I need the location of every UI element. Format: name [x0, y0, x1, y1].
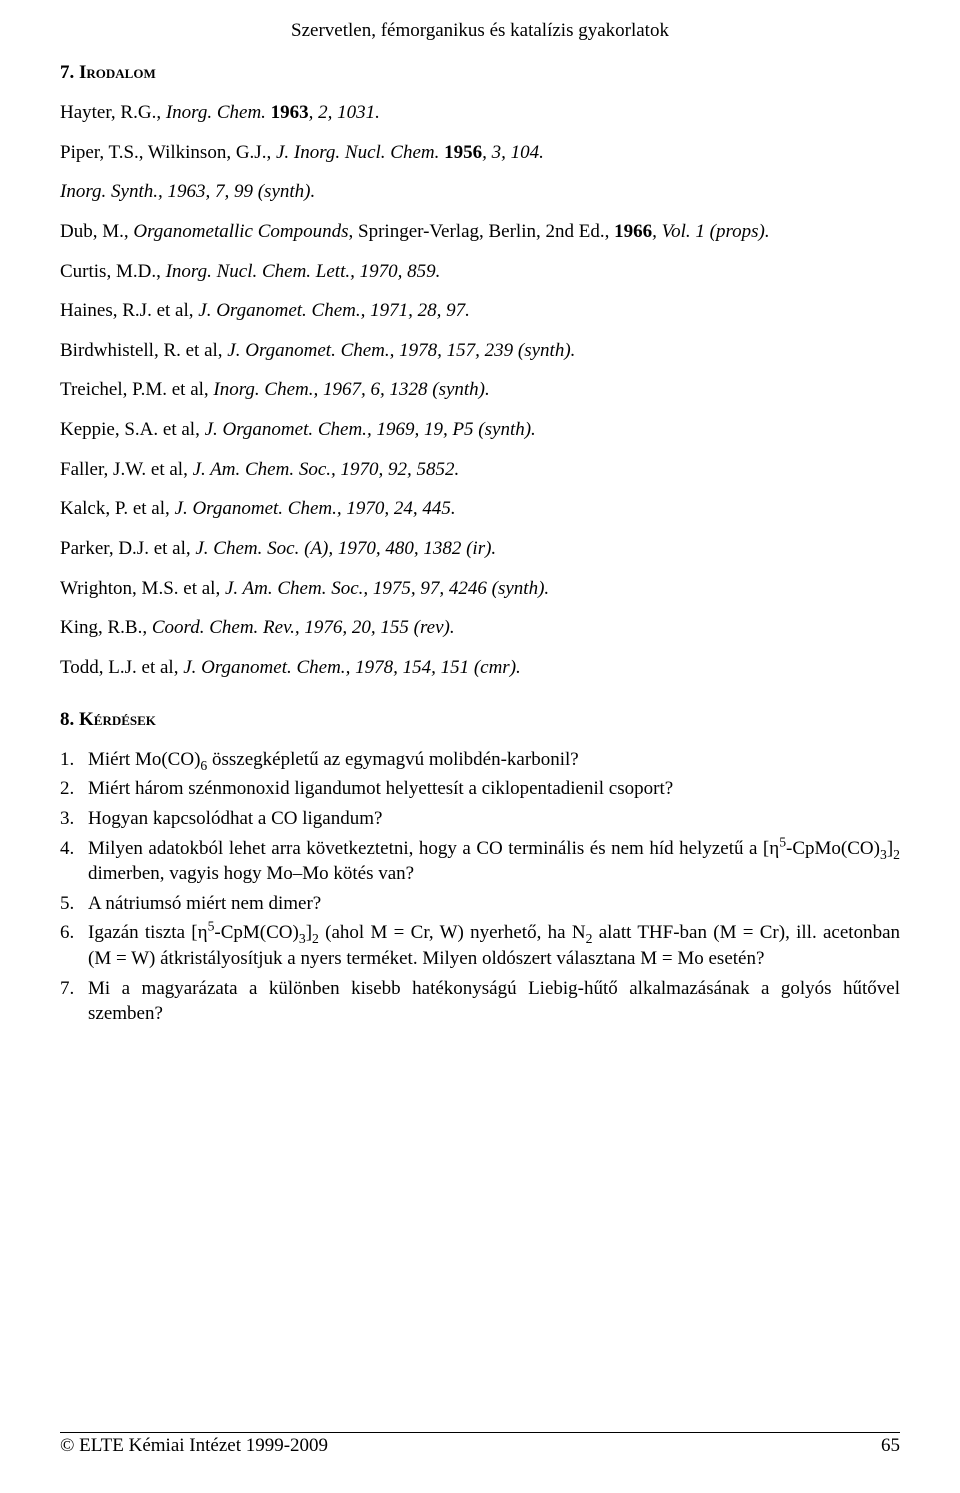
question-text: Hogyan kapcsolódhat a CO ligandum? [88, 806, 900, 832]
reference-entry: Faller, J.W. et al, J. Am. Chem. Soc., 1… [60, 457, 900, 483]
footer-copyright: © ELTE Kémiai Intézet 1999-2009 [60, 1435, 328, 1457]
ref-author: Haines, R.J. et al, [60, 300, 198, 321]
reference-entry: Inorg. Synth., 1963, 7, 99 (synth). [60, 179, 900, 205]
ref-author: Keppie, S.A. et al, [60, 419, 205, 440]
question-number: 2. [60, 776, 88, 802]
ref-rest: , Vol. 1 (props). [652, 221, 770, 242]
ref-author: Piper, T.S., Wilkinson, G.J., [60, 142, 276, 163]
ref-author: Birdwhistell, R. et al, [60, 340, 227, 361]
ref-post: , 1978, 157, 239 (synth). [390, 340, 576, 361]
reference-entry: Todd, L.J. et al, J. Organomet. Chem., 1… [60, 655, 900, 681]
reference-entry: Dub, M., Organometallic Compounds, Sprin… [60, 219, 900, 245]
ref-author: Parker, D.J. et al, [60, 538, 195, 559]
ref-author: Curtis, M.D., [60, 261, 166, 282]
section-num: 8. [60, 709, 74, 730]
ref-post: , 1976, 20, 155 (rev). [295, 617, 455, 638]
section-title-irodalom: 7. Irodalom [60, 62, 900, 84]
reference-entry: Treichel, P.M. et al, Inorg. Chem., 1967… [60, 377, 900, 403]
ref-author: King, R.B., [60, 617, 152, 638]
question-text: Milyen adatokból lehet arra következtetn… [88, 836, 900, 887]
ref-journal: J. Inorg. Nucl. Chem. [276, 142, 439, 163]
ref-post: , 1970, 24, 445. [337, 498, 456, 519]
question-number: 6. [60, 920, 88, 971]
section-label: Kérdések [79, 709, 156, 730]
ref-journal: J. Organomet. Chem. [205, 419, 367, 440]
question-number: 7. [60, 976, 88, 1027]
ref-post: , 1969, 19, P5 (synth). [367, 419, 536, 440]
page: Szervetlen, fémorganikus és katalízis gy… [0, 0, 960, 1027]
ref-author: Dub, M., [60, 221, 133, 242]
question-item: 4.Milyen adatokból lehet arra következte… [60, 836, 900, 887]
question-text: Mi a magyarázata a különben kisebb haték… [88, 976, 900, 1027]
ref-post: , 1971, 28, 97. [361, 300, 470, 321]
ref-journal: J. Organomet. Chem. [198, 300, 360, 321]
reference-entry: King, R.B., Coord. Chem. Rev., 1976, 20,… [60, 615, 900, 641]
ref-rest: , 2, 1031. [309, 102, 380, 123]
question-item: 3.Hogyan kapcsolódhat a CO ligandum? [60, 806, 900, 832]
ref-post: , 1978, 154, 151 (cmr). [346, 657, 521, 678]
reference-entry: Keppie, S.A. et al, J. Organomet. Chem.,… [60, 417, 900, 443]
questions-list: 1.Miért Mo(CO)6 összegképletű az egymagv… [60, 747, 900, 1027]
reference-entry: Haines, R.J. et al, J. Organomet. Chem.,… [60, 298, 900, 324]
question-number: 1. [60, 747, 88, 773]
ref-author: Wrighton, M.S. et al, [60, 578, 225, 599]
ref-author: Kalck, P. et al, [60, 498, 175, 519]
ref-journal: Inorg. Nucl. Chem. Lett. [166, 261, 351, 282]
reference-entry: Wrighton, M.S. et al, J. Am. Chem. Soc.,… [60, 576, 900, 602]
question-number: 4. [60, 836, 88, 887]
reference-entry: Piper, T.S., Wilkinson, G.J., J. Inorg. … [60, 140, 900, 166]
question-text: Igazán tiszta [η5-CpM(CO)3]2 (ahol M = C… [88, 920, 900, 971]
ref-journal: J. Am. Chem. Soc. [193, 459, 331, 480]
page-header: Szervetlen, fémorganikus és katalízis gy… [60, 20, 900, 42]
ref-journal: J. Organomet. Chem. [227, 340, 389, 361]
question-item: 2.Miért három szénmonoxid ligandumot hel… [60, 776, 900, 802]
ref-journal: Inorg. Chem. [166, 102, 266, 123]
ref-year: 1963 [271, 102, 309, 123]
reference-entry: Kalck, P. et al, J. Organomet. Chem., 19… [60, 496, 900, 522]
ref-journal: J. Organomet. Chem. [175, 498, 337, 519]
question-item: 7.Mi a magyarázata a különben kisebb hat… [60, 976, 900, 1027]
ref-post: , 1963, 7, 99 (synth). [158, 181, 315, 202]
ref-journal: J. Am. Chem. Soc. [225, 578, 363, 599]
footer-page-number: 65 [881, 1435, 900, 1457]
ref-author: Treichel, P.M. et al, [60, 379, 213, 400]
ref-journal: Organometallic Compounds [133, 221, 348, 242]
section-label: Irodalom [79, 62, 156, 83]
reference-entry: Birdwhistell, R. et al, J. Organomet. Ch… [60, 338, 900, 364]
ref-year: 1966 [614, 221, 652, 242]
ref-year: 1956 [444, 142, 482, 163]
question-item: 6.Igazán tiszta [η5-CpM(CO)3]2 (ahol M =… [60, 920, 900, 971]
section-title-kerdesek: 8. Kérdések [60, 709, 900, 731]
ref-author: Faller, J.W. et al, [60, 459, 193, 480]
references-list: Hayter, R.G., Inorg. Chem. 1963, 2, 1031… [60, 100, 900, 681]
ref-post: , 1970, 480, 1382 (ir). [328, 538, 496, 559]
ref-post: , 1975, 97, 4246 (synth). [363, 578, 549, 599]
ref-post: , 1970, 859. [350, 261, 440, 282]
ref-post: , Springer-Verlag, Berlin, 2nd Ed., [349, 221, 615, 242]
question-number: 5. [60, 891, 88, 917]
ref-author: Hayter, R.G., [60, 102, 166, 123]
ref-journal: J. Chem. Soc. (A) [195, 538, 328, 559]
section-num: 7. [60, 62, 74, 83]
ref-post: , 1967, 6, 1328 (synth). [314, 379, 490, 400]
question-text: A nátriumsó miért nem dimer? [88, 891, 900, 917]
question-item: 5.A nátriumsó miért nem dimer? [60, 891, 900, 917]
ref-journal: Inorg. Chem. [213, 379, 313, 400]
ref-journal: Inorg. Synth. [60, 181, 158, 202]
ref-post: , 1970, 92, 5852. [331, 459, 459, 480]
reference-entry: Hayter, R.G., Inorg. Chem. 1963, 2, 1031… [60, 100, 900, 126]
reference-entry: Parker, D.J. et al, J. Chem. Soc. (A), 1… [60, 536, 900, 562]
reference-entry: Curtis, M.D., Inorg. Nucl. Chem. Lett., … [60, 259, 900, 285]
ref-author: Todd, L.J. et al, [60, 657, 183, 678]
ref-journal: Coord. Chem. Rev. [152, 617, 295, 638]
ref-rest: , 3, 104. [482, 142, 544, 163]
question-item: 1.Miért Mo(CO)6 összegképletű az egymagv… [60, 747, 900, 773]
ref-journal: J. Organomet. Chem. [183, 657, 345, 678]
page-footer: © ELTE Kémiai Intézet 1999-2009 65 [60, 1432, 900, 1457]
question-text: Miért három szénmonoxid ligandumot helye… [88, 776, 900, 802]
question-text: Miért Mo(CO)6 összegképletű az egymagvú … [88, 747, 900, 773]
question-number: 3. [60, 806, 88, 832]
